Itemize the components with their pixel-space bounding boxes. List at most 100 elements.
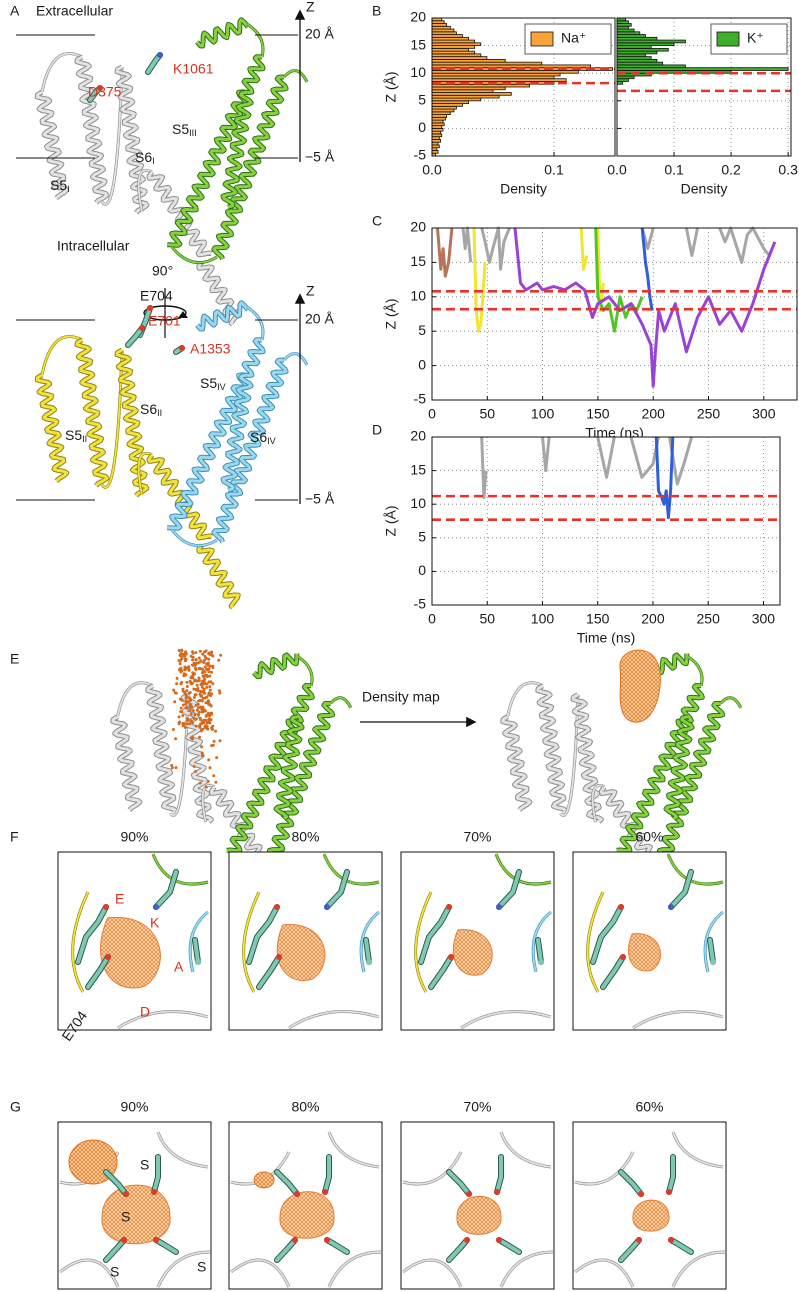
ion-position (171, 728, 175, 731)
loop (230, 1259, 290, 1288)
residue-atom (668, 904, 674, 910)
ion-position (177, 715, 181, 719)
residue-atom (147, 305, 153, 311)
histogram-bar (616, 64, 686, 69)
ion-position (207, 667, 211, 671)
x-tick-label: 150 (586, 611, 610, 627)
residue-stick (495, 1155, 503, 1194)
ion-position (179, 682, 183, 686)
ion-position (173, 691, 177, 695)
ion-position (193, 713, 197, 717)
helix (212, 75, 288, 260)
helix-name: S6 (140, 401, 157, 417)
loop (687, 656, 703, 687)
loop (506, 681, 544, 717)
ion-position (207, 758, 211, 762)
plot-area (432, 228, 797, 400)
ion-position (175, 676, 179, 680)
plot-frame (616, 17, 792, 157)
legend-swatch (530, 31, 554, 47)
ion-position (186, 719, 190, 722)
loop (41, 52, 83, 93)
legend-label: K⁺ (747, 30, 764, 46)
helix (268, 701, 335, 864)
ion-position (177, 659, 181, 662)
threshold-label: 80% (291, 1099, 319, 1115)
histogram-bar (431, 92, 512, 96)
ion-position (217, 658, 221, 662)
residue-letter: E (115, 891, 124, 907)
ion-position (191, 709, 195, 712)
histogram-bar (431, 39, 476, 44)
density-blob (253, 1171, 275, 1189)
residue-stick (325, 870, 349, 909)
helix-name: S6 (135, 149, 152, 165)
loop (288, 1010, 380, 1029)
ion-position (202, 660, 205, 664)
ion-position (217, 689, 221, 693)
histogram-bar (431, 53, 482, 58)
helix (75, 55, 109, 204)
ion-position (201, 671, 204, 675)
helix (658, 701, 725, 864)
residue-atom (638, 1191, 644, 1197)
ion-position (205, 673, 209, 677)
ion-position (188, 696, 192, 700)
ion-position (203, 654, 207, 658)
residue-stick (667, 1155, 675, 1194)
histogram-bar (616, 78, 629, 82)
ion-position (197, 699, 200, 703)
helix-subscript: I (152, 156, 155, 166)
ion-position (183, 691, 187, 694)
x-axis-label: Density (681, 181, 728, 197)
residue-atom (636, 1237, 642, 1243)
ion-position (193, 695, 196, 699)
loop (101, 66, 123, 205)
residue-stick (497, 870, 521, 909)
helix (167, 55, 265, 247)
histogram-bar (431, 50, 476, 55)
residue-atom (466, 1191, 472, 1197)
ion-position (191, 676, 195, 680)
ion-position (184, 702, 188, 706)
ion-position (219, 653, 223, 657)
trajectory (640, 227, 654, 311)
ion-position (207, 691, 211, 695)
histogram-bar (431, 86, 506, 91)
histogram-bar (616, 56, 652, 60)
residue-label: A1353 (190, 341, 231, 357)
loop (137, 169, 153, 213)
loop (189, 911, 209, 973)
histogram-bar (431, 31, 457, 35)
x-tick-label: 0.2 (721, 162, 741, 178)
ion-position (188, 705, 192, 709)
loop (591, 784, 605, 823)
histogram-bar (431, 100, 469, 104)
ion-position (200, 690, 203, 694)
residue-stick (104, 1170, 128, 1196)
ion-position (178, 662, 182, 666)
residue-atom (103, 904, 109, 910)
ion-position (214, 780, 218, 784)
ion-position (189, 736, 193, 740)
loop (586, 891, 604, 993)
ion-position (194, 769, 198, 773)
level-label: 20 Å (305, 311, 334, 327)
y-tick-label: 0 (418, 562, 426, 578)
ion-position (182, 674, 186, 678)
histogram-bar (431, 97, 482, 102)
ion-position (197, 667, 201, 670)
loop (283, 69, 308, 83)
ion-position (184, 658, 188, 661)
ion-position (183, 668, 187, 672)
y-axis-label: Z (Å) (383, 505, 399, 536)
histogram-bar (431, 116, 446, 121)
ion-position (205, 667, 209, 671)
histogram-bar (431, 34, 463, 38)
threshold-label: 80% (291, 829, 319, 845)
ion-position (186, 666, 189, 670)
threshold-label: 70% (463, 829, 491, 845)
loop (171, 246, 218, 264)
residue-atom (179, 345, 185, 351)
